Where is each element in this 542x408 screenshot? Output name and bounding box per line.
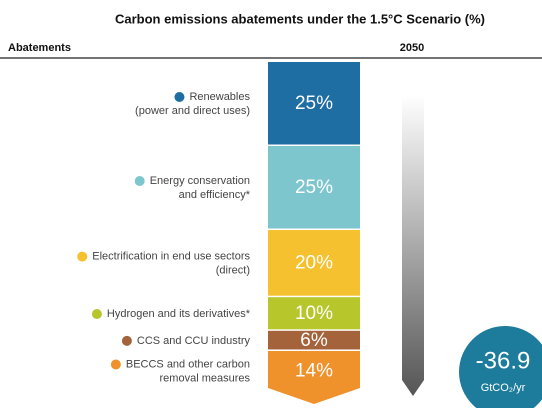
value-label: 20%	[295, 253, 333, 274]
legend-dot	[134, 176, 145, 186]
legend-dot	[91, 309, 102, 319]
legend-dot	[174, 92, 185, 102]
category-label: and efficiency*	[179, 189, 251, 201]
column-header: 2050	[400, 42, 424, 54]
segment	[268, 330, 360, 350]
value-label: 14%	[295, 360, 333, 381]
category-label: CCS and CCU industry	[137, 335, 251, 347]
value-label: 25%	[295, 177, 333, 198]
legend-dot	[110, 359, 121, 370]
legend-dot	[121, 335, 132, 346]
total-value: -36.9	[476, 347, 531, 374]
value-label: 6%	[300, 330, 328, 351]
chart-title: Carbon emissions abatements under the 1.…	[115, 11, 485, 26]
segment	[268, 230, 360, 296]
trend-arrow	[402, 95, 424, 396]
category-label: (power and direct uses)	[135, 105, 250, 117]
segment	[268, 350, 360, 404]
segment	[268, 146, 360, 229]
legend-dot	[77, 251, 88, 262]
segment	[268, 297, 360, 330]
total-unit: GtCO₂/yr	[481, 382, 526, 394]
category-label: Energy conservation	[150, 175, 250, 187]
category-label: BECCS and other carbon	[126, 358, 250, 370]
category-label: removal measures	[160, 372, 251, 384]
category-header: Abatements	[8, 42, 71, 54]
category-label: Renewables	[189, 91, 250, 103]
category-label: (direct)	[216, 265, 250, 277]
total-badge	[459, 326, 542, 408]
value-label: 25%	[295, 93, 333, 114]
segment	[268, 62, 360, 145]
value-label: 10%	[295, 303, 333, 324]
category-label: Electrification in end use sectors	[92, 251, 250, 263]
category-label: Hydrogen and its derivatives*	[107, 308, 251, 320]
